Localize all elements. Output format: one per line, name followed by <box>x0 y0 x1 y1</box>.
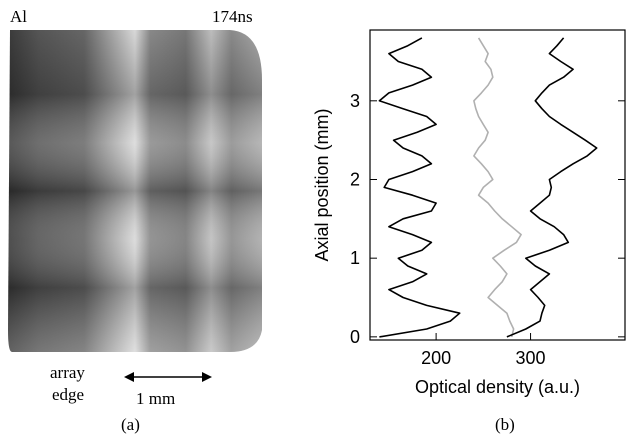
scale-arrow <box>124 372 212 382</box>
trace <box>378 37 461 338</box>
x-axis-label: Optical density (a.u.) <box>415 377 580 397</box>
edge-label: edge <box>52 385 84 404</box>
plot-frame <box>369 29 626 341</box>
trace <box>506 37 598 338</box>
y-axis-label: Axial position (mm) <box>312 108 332 261</box>
y-tick-label: 2 <box>350 169 360 189</box>
x-tick-label: 300 <box>516 348 546 368</box>
y-tick-label: 0 <box>350 327 360 347</box>
time-label: 174ns <box>212 7 253 26</box>
trace <box>473 37 522 338</box>
caption: (a) <box>121 415 140 434</box>
edge-label: array <box>50 363 85 382</box>
scale-label: 1 mm <box>136 389 175 408</box>
y-tick-label: 3 <box>350 91 360 111</box>
caption: (b) <box>495 415 515 434</box>
y-tick-label: 1 <box>350 248 360 268</box>
material-label: Al <box>10 7 27 26</box>
x-tick-label: 200 <box>421 348 451 368</box>
wire-array-image <box>8 30 262 352</box>
